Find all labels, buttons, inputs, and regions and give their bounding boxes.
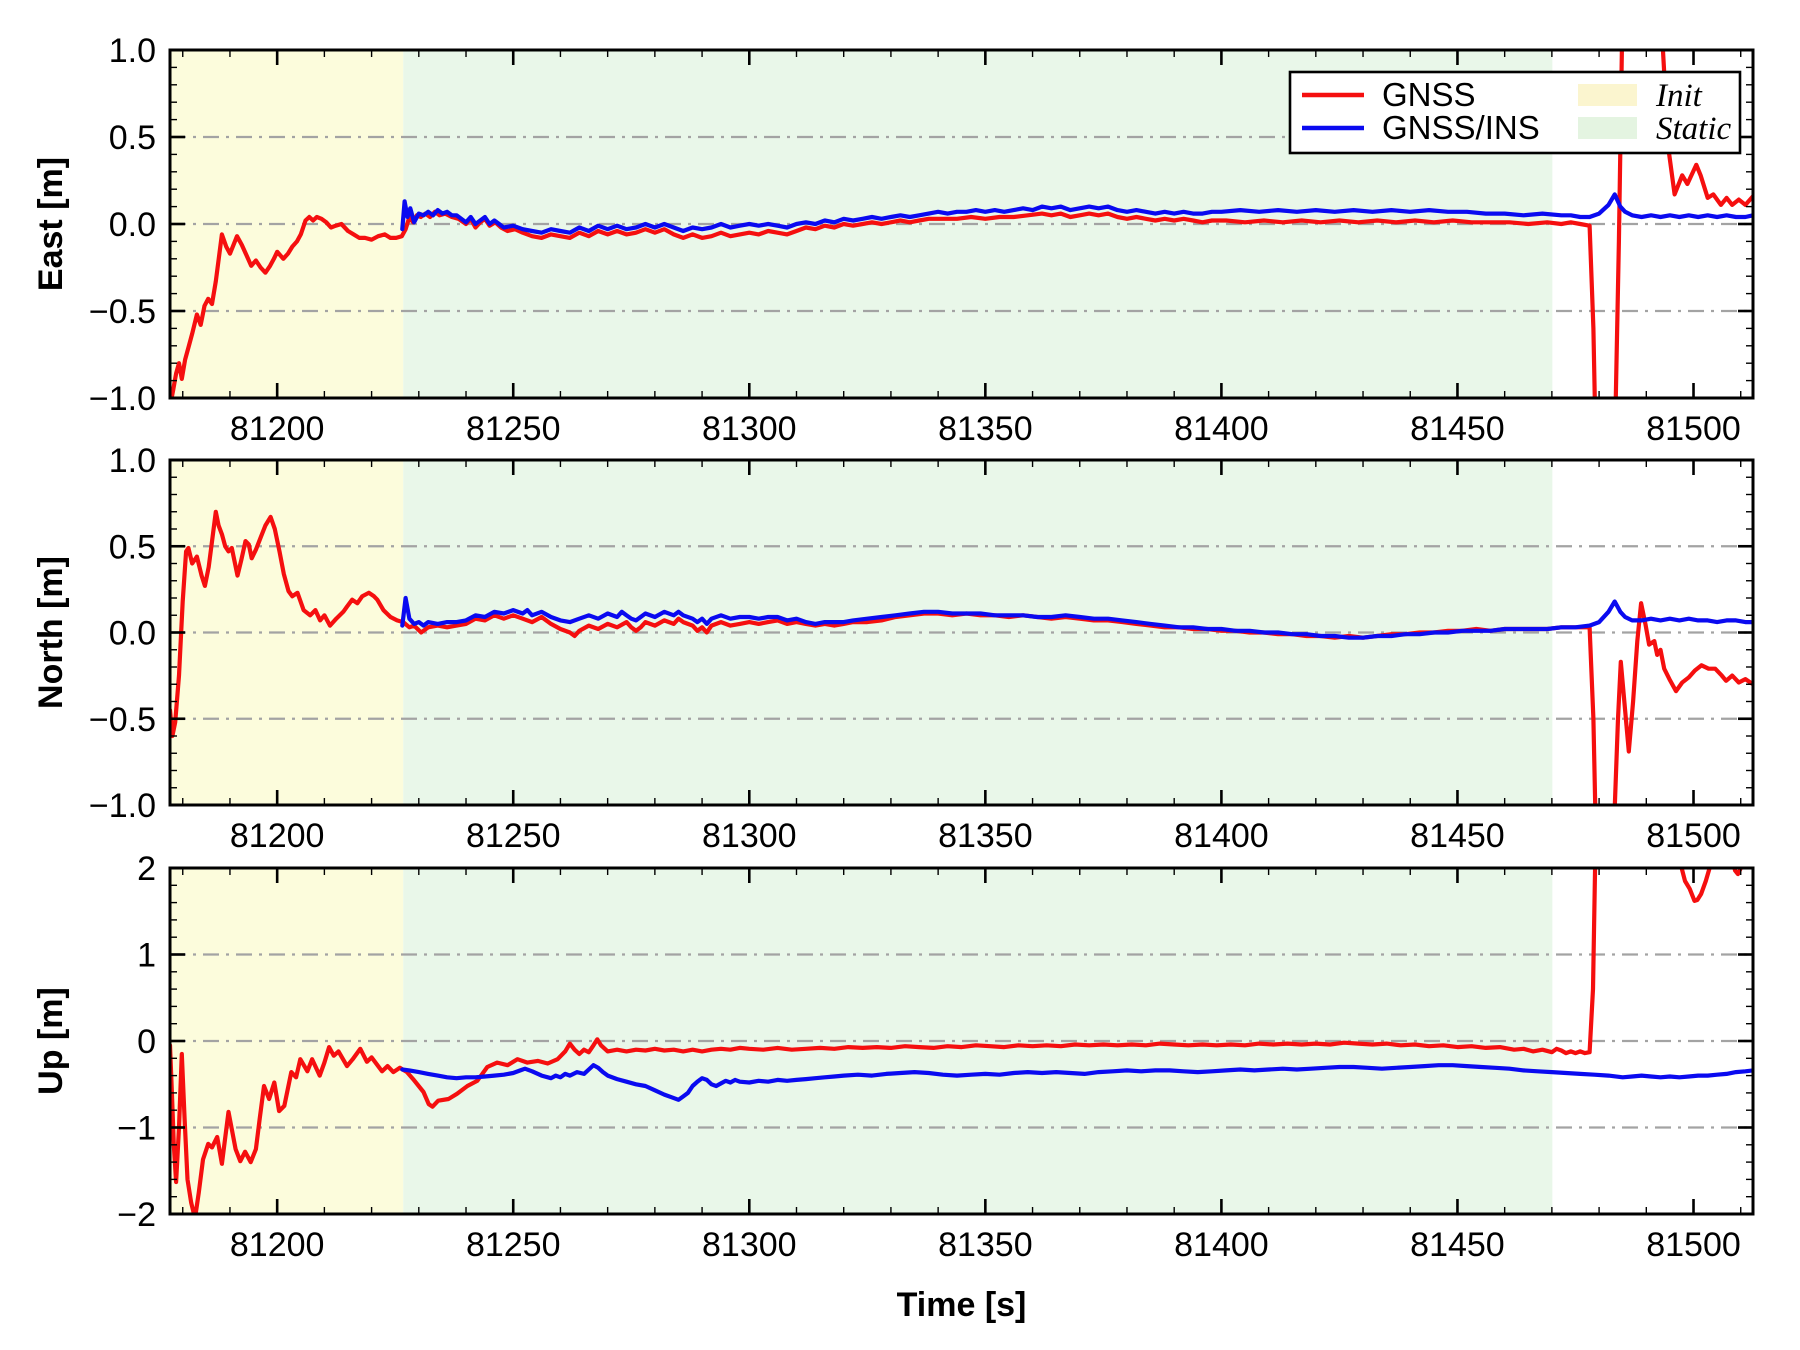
x-tick-label: 81400 — [1174, 410, 1269, 448]
legend-label-gnss-ins: GNSS/INS — [1382, 109, 1540, 146]
x-tick-label: 81450 — [1410, 410, 1505, 448]
x-tick-label: 81300 — [702, 817, 797, 855]
x-tick-label: 81250 — [466, 817, 561, 855]
y-tick-label: 1 — [137, 937, 156, 975]
subplot-east: 81200 81250 81300 81350 81400 81450 81500 1.0 0.… — [32, 32, 1755, 448]
gnss-line-north — [170, 509, 1753, 805]
y-tick-label: 0.0 — [109, 206, 156, 244]
x-tick-label: 81350 — [938, 1226, 1033, 1264]
x-tick-label: 81300 — [702, 410, 797, 448]
legend-patch-init — [1578, 84, 1637, 106]
gnss-line-east — [170, 50, 1753, 398]
y-tick-label: −0.5 — [89, 701, 156, 739]
x-tick-label: 81300 — [702, 1226, 797, 1264]
ticks — [170, 866, 1753, 1216]
y-tick-label: 0.5 — [109, 119, 156, 157]
x-tick-label: 81200 — [230, 1226, 325, 1264]
ticks — [170, 48, 1753, 400]
x-tick-label: 81350 — [938, 410, 1033, 448]
legend-box — [1288, 70, 1742, 155]
x-tick-label: 81200 — [230, 817, 325, 855]
x-tick-label: 81500 — [1646, 817, 1741, 855]
subplot-up: 81200 81250 81300 81350 81400 81450 81500 2 1 0 −1… — [32, 850, 1755, 1264]
x-tick-label: 81450 — [1410, 1226, 1505, 1264]
x-tick-label: 81400 — [1174, 1226, 1269, 1264]
x-tick-label: 81250 — [466, 1226, 561, 1264]
x-tick-label: 81400 — [1174, 817, 1269, 855]
x-tick-label: 81450 — [1410, 817, 1505, 855]
gnss-ins-line-up — [400, 1063, 1753, 1102]
y-tick-label: −0.5 — [89, 293, 156, 331]
y-tick-label: 1.0 — [109, 442, 156, 480]
ylabel-up: Up [m] — [32, 987, 70, 1095]
x-tick-label: 81500 — [1646, 1226, 1741, 1264]
xlabel: Time [s] — [897, 1286, 1027, 1324]
ticks — [170, 458, 1753, 807]
legend-label-init: Init — [1655, 78, 1703, 114]
legend-label-gnss: GNSS — [1382, 76, 1476, 113]
y-tick-label: 0 — [137, 1023, 156, 1061]
gnss-ins-line-north — [400, 595, 1753, 640]
y-tick-label: 1.0 — [109, 32, 156, 70]
y-tick-label: −2 — [117, 1196, 156, 1234]
y-tick-label: −1 — [117, 1110, 156, 1148]
x-tick-label: 81200 — [230, 410, 325, 448]
legend-label-static: Static — [1656, 111, 1732, 147]
ylabel-north: North [m] — [32, 556, 70, 709]
gnss-line-up — [170, 868, 1744, 1214]
ylabel-east: East [m] — [32, 157, 70, 291]
y-tick-label: −1.0 — [89, 380, 156, 418]
y-tick-label: 0.5 — [109, 528, 156, 566]
x-tick-label: 81500 — [1646, 410, 1741, 448]
y-tick-label: −1.0 — [89, 787, 156, 825]
subplot-north: 81200 81250 81300 81350 81400 81450 81500 1.0 0.… — [32, 442, 1755, 855]
y-tick-label: 0.0 — [109, 615, 156, 653]
y-tick-label: 2 — [137, 850, 156, 888]
x-tick-label: 81250 — [466, 410, 561, 448]
gnss-ins-line-east — [400, 192, 1753, 235]
legend-patch-static — [1578, 117, 1637, 139]
x-tick-label: 81350 — [938, 817, 1033, 855]
